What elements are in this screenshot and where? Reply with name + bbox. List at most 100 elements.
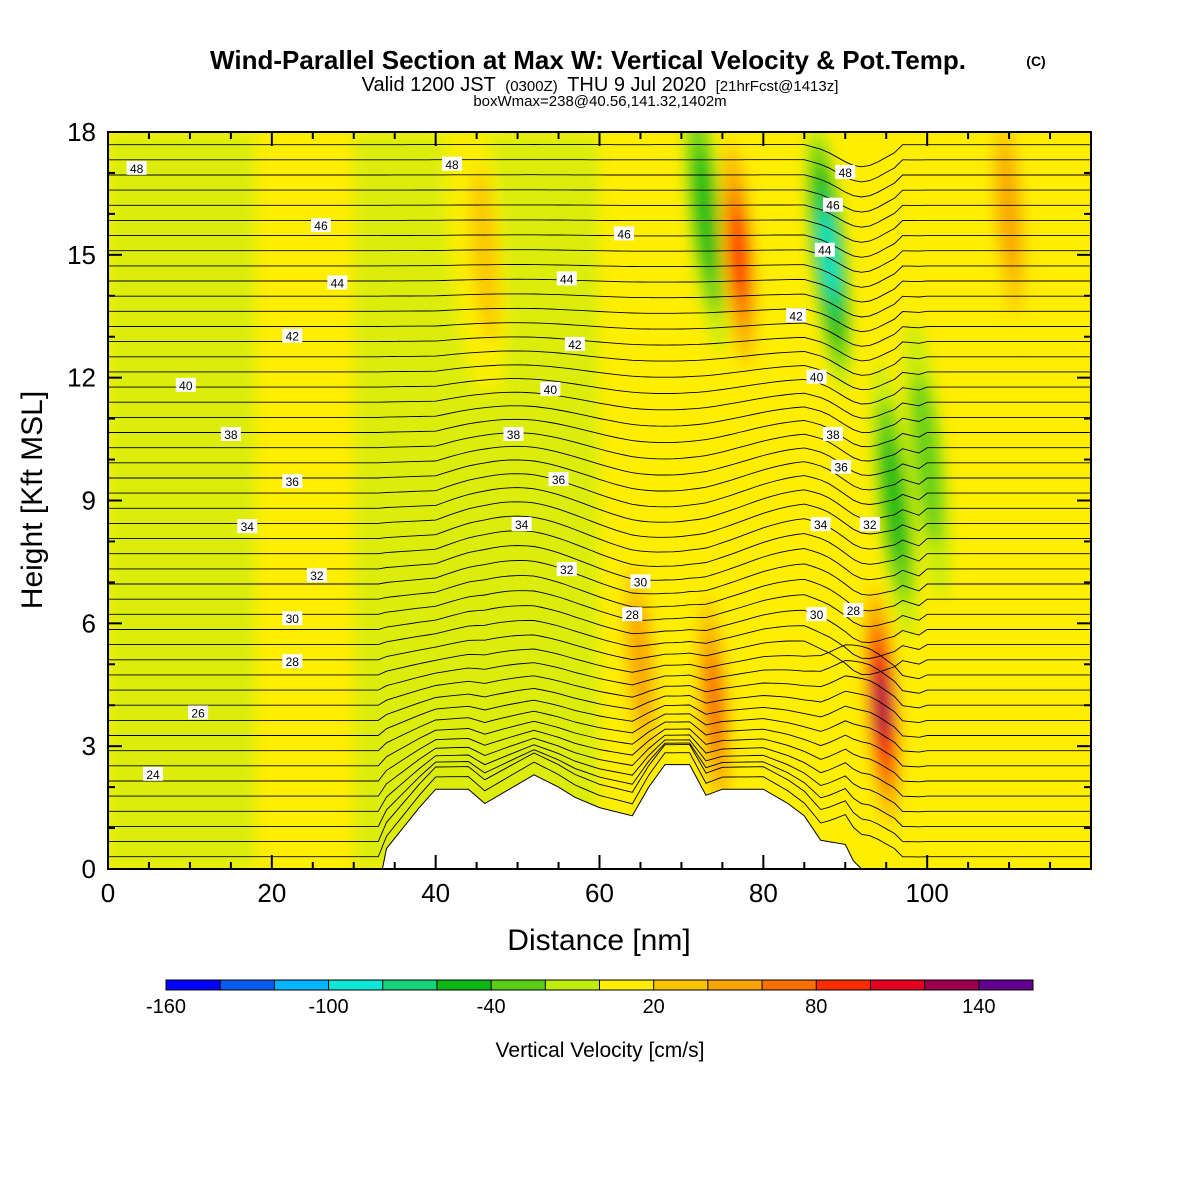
forecast-info: [21hrFcst@1413z] xyxy=(716,78,839,95)
contour-label: 42 xyxy=(564,336,585,352)
theta-contour-line xyxy=(108,364,1091,391)
theta-contour-line xyxy=(108,560,1091,596)
y-tick-label: 6 xyxy=(82,608,96,638)
contour-label: 24 xyxy=(143,766,164,782)
contour-label-text: 30 xyxy=(634,575,648,589)
colorbar-label: 20 xyxy=(643,996,665,1018)
theta-contour-line xyxy=(108,432,1091,462)
theta-contour-line xyxy=(108,378,1091,405)
x-axis-label: Distance [nm] xyxy=(507,924,690,957)
contour-label-text: 40 xyxy=(544,383,558,397)
contour-label: 38 xyxy=(503,426,524,442)
colorbar-label: -100 xyxy=(309,996,349,1018)
contour-label: 34 xyxy=(237,519,258,534)
contour-label-bg xyxy=(306,568,327,583)
contour-label-bg xyxy=(282,654,303,669)
contour-label-text: 26 xyxy=(191,706,205,720)
colorbar xyxy=(165,979,1034,991)
theta-contour-line xyxy=(108,189,1091,213)
contour-label-bg xyxy=(831,459,852,474)
contour-label: 36 xyxy=(831,459,852,475)
theta-contour-line xyxy=(108,728,1091,783)
theta-contour-line xyxy=(108,530,1091,567)
theta-contour-line xyxy=(108,234,1091,258)
colorbar-label: -160 xyxy=(146,996,186,1018)
theta-contour-line xyxy=(108,391,1091,419)
contour-label: 28 xyxy=(843,603,864,618)
contour-label: 48 xyxy=(835,164,856,180)
contour-label-bg xyxy=(806,369,827,384)
contour-label-text: 44 xyxy=(560,272,574,286)
contour-label: 40 xyxy=(175,377,196,393)
theta-contour-line xyxy=(108,336,1091,362)
theta-contour-line xyxy=(108,264,1091,288)
theta-contour-line xyxy=(108,687,1091,724)
contour-label-text: 46 xyxy=(617,227,631,241)
copyright-mark: (C) xyxy=(1026,53,1045,69)
theta-contour-line xyxy=(108,744,1091,843)
colorbar-swatch xyxy=(274,980,330,990)
terrain xyxy=(381,764,862,869)
x-tick-label: 40 xyxy=(421,878,450,908)
contour-label: 44 xyxy=(814,242,835,258)
theta-contours xyxy=(108,144,1091,858)
x-tick-label: 0 xyxy=(101,878,115,908)
contour-label: 46 xyxy=(310,218,331,233)
contour-label: 26 xyxy=(188,705,209,720)
theta-contour-line xyxy=(108,545,1091,581)
colorbar-swatch xyxy=(545,980,600,990)
contour-label-text: 40 xyxy=(179,379,193,393)
contour-label-text: 34 xyxy=(814,518,828,532)
contour-label-text: 24 xyxy=(146,768,160,782)
contour-label-bg xyxy=(220,426,241,441)
theta-contour-line xyxy=(108,473,1091,508)
contour-label-text: 32 xyxy=(310,569,324,583)
contour-label-text: 38 xyxy=(826,428,840,442)
theta-contour-line xyxy=(108,675,1091,709)
contour-label-text: 42 xyxy=(789,309,803,323)
theta-contour-line xyxy=(108,620,1091,659)
contour-label-bg xyxy=(556,562,577,577)
contour-label-text: 28 xyxy=(286,655,300,669)
contour-label-text: 38 xyxy=(507,428,521,442)
velocity-cell xyxy=(882,436,907,565)
colorbar-swatch xyxy=(870,980,926,990)
colorbar-title: Vertical Velocity [cm/s] xyxy=(496,1039,705,1062)
theta-contour-line xyxy=(108,634,1091,675)
x-tick-label: 80 xyxy=(749,878,778,908)
contour-label: 38 xyxy=(822,426,843,442)
contour-label-bg xyxy=(806,607,827,622)
theta-contour-line xyxy=(108,293,1091,318)
contour-label-bg xyxy=(282,474,303,489)
contour-label-text: 44 xyxy=(331,276,345,290)
theta-contour-line xyxy=(108,734,1091,798)
x-tick-label: 20 xyxy=(257,878,286,908)
colorbar-label: -40 xyxy=(477,996,506,1018)
contour-label-bg xyxy=(859,517,880,532)
y-tick-label: 18 xyxy=(67,117,96,147)
theta-contour-line xyxy=(108,459,1091,492)
contour-label-bg xyxy=(540,381,561,396)
contour-label: 38 xyxy=(220,426,241,442)
contour-labels: 48 46 44 42 40 38 36 34 32 30 28 26 24 48 46 44 42 40 38 36… xyxy=(126,156,880,782)
contour-label-text: 34 xyxy=(515,518,529,532)
contour-label-bg xyxy=(282,611,303,626)
y-axis-label: Height [Kft MSL] xyxy=(16,391,49,609)
contour-label-bg xyxy=(503,426,524,441)
colorbar-swatch xyxy=(599,980,655,990)
theta-contour-line xyxy=(108,249,1091,273)
contour-label-bg xyxy=(814,242,835,257)
theta-contour-line xyxy=(108,699,1091,738)
contour-label: 28 xyxy=(622,607,643,622)
contour-label-text: 28 xyxy=(847,604,861,618)
contour-label: 36 xyxy=(548,472,569,487)
contour-label: 32 xyxy=(556,562,577,577)
theta-contour-line xyxy=(108,159,1091,183)
contour-label-text: 48 xyxy=(839,166,853,180)
contour-label-text: 30 xyxy=(286,612,300,626)
contour-label-text: 28 xyxy=(626,608,640,622)
theta-contour-line xyxy=(108,501,1091,538)
theta-contour-line xyxy=(108,418,1091,448)
